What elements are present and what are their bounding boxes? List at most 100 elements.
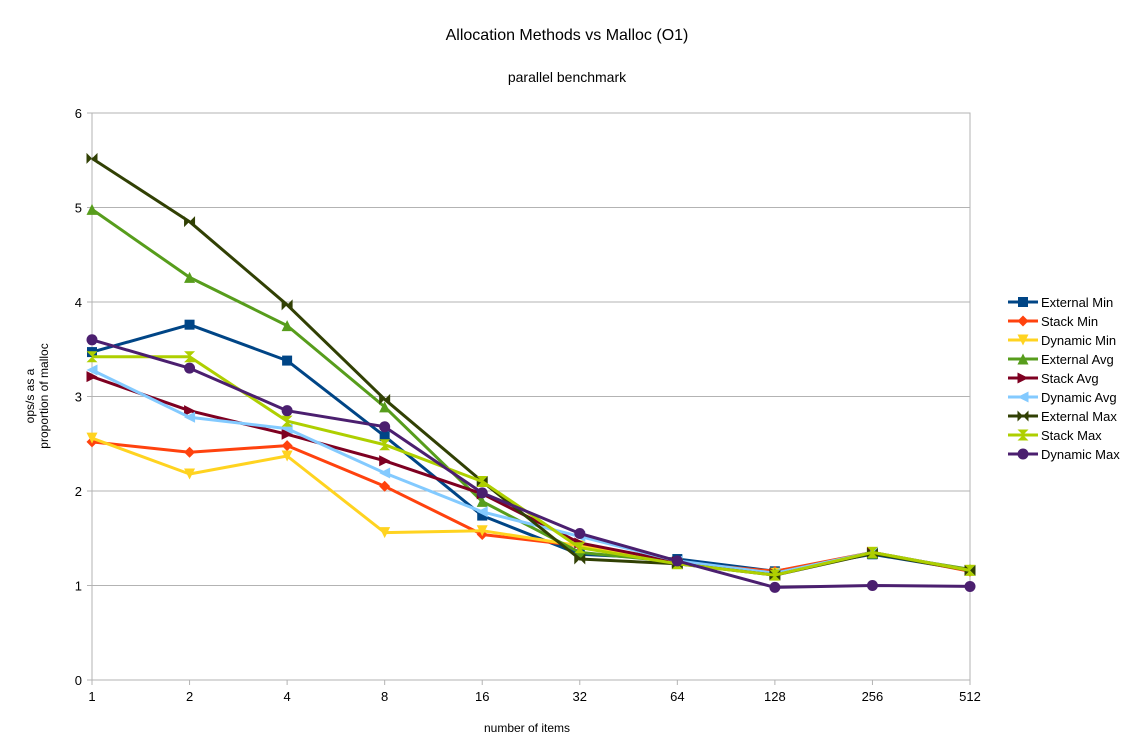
legend-item-dynamic-max: Dynamic Max [1008, 447, 1120, 462]
point-dynamic-max-8 [379, 421, 391, 433]
y-tick-label-2: 2 [75, 484, 82, 499]
x-tick-label-9: 512 [959, 689, 981, 704]
y-tick-label-1: 1 [75, 579, 82, 594]
point-dynamic-max-2 [184, 362, 196, 374]
point-dynamic-max-1 [86, 334, 98, 346]
point-dynamic-avg-2 [184, 411, 196, 423]
point-stack-max-512 [964, 564, 976, 576]
point-stack-max-1 [86, 351, 98, 363]
x-axis-title: number of items [484, 721, 570, 735]
point-external-avg-8 [379, 401, 391, 413]
point-external-min-2 [184, 319, 195, 330]
legend-item-stack-max: Stack Max [1008, 428, 1102, 443]
legend-label-stack-avg: Stack Avg [1041, 371, 1099, 386]
legend-label-external-avg: External Avg [1041, 352, 1114, 367]
point-external-avg-1 [86, 203, 98, 215]
point-stack-max-32 [574, 542, 586, 554]
point-dynamic-max-512 [964, 580, 976, 592]
legend-marker-dynamic-avg [1017, 391, 1029, 403]
legend: External Min Stack Min Dynamic Min External… [1008, 295, 1120, 462]
series-dynamic-max [86, 334, 976, 593]
legend-marker-external-max [1017, 410, 1029, 422]
chart-subtitle: parallel benchmark [508, 69, 627, 85]
legend-item-stack-avg: Stack Avg [1008, 371, 1099, 386]
point-dynamic-max-128 [769, 581, 781, 593]
point-external-max-8 [379, 393, 391, 405]
legend-item-external-max: External Max [1008, 409, 1117, 424]
x-tick-label-0: 1 [88, 689, 95, 704]
legend-marker-stack-avg [1017, 372, 1029, 384]
point-external-avg-2 [184, 271, 196, 283]
point-stack-max-4 [281, 415, 293, 427]
y-axis-title-line-2: proportion of malloc [37, 343, 51, 448]
point-stack-avg-2 [184, 405, 196, 417]
point-dynamic-avg-16 [476, 506, 488, 518]
y-tick-label-5: 5 [75, 201, 82, 216]
point-dynamic-min-1 [86, 432, 98, 444]
point-dynamic-avg-8 [379, 467, 391, 479]
point-external-avg-16 [476, 495, 488, 507]
point-external-min-8 [379, 431, 390, 442]
x-tick-label-2: 4 [283, 689, 290, 704]
point-dynamic-min-8 [379, 527, 391, 539]
point-dynamic-min-16 [476, 525, 488, 537]
point-dynamic-max-256 [866, 580, 878, 591]
y-tick-label-3: 3 [75, 390, 82, 405]
chart-title: Allocation Methods vs Malloc (O1) [446, 27, 689, 44]
point-dynamic-avg-1 [86, 364, 98, 376]
point-dynamic-max-16 [476, 487, 488, 499]
point-stack-min-4 [281, 440, 293, 452]
point-stack-avg-8 [379, 455, 391, 467]
legend-label-external-min: External Min [1041, 295, 1113, 310]
point-dynamic-max-4 [281, 405, 293, 417]
point-external-min-4 [282, 355, 293, 366]
legend-item-external-avg: External Avg [1008, 352, 1114, 367]
point-external-avg-4 [281, 320, 293, 332]
legend-item-external-min: External Min [1008, 295, 1113, 310]
point-external-max-4 [281, 299, 293, 311]
point-stack-min-8 [379, 480, 391, 492]
x-tick-label-5: 32 [573, 689, 587, 704]
legend-label-dynamic-avg: Dynamic Avg [1041, 390, 1117, 405]
point-dynamic-min-2 [184, 468, 196, 480]
y-axis-title-line-1: ops/s as a [23, 368, 37, 423]
legend-label-external-max: External Max [1041, 409, 1117, 424]
legend-label-stack-min: Stack Min [1041, 314, 1098, 329]
y-tick-label-6: 6 [75, 106, 82, 121]
x-axis-ticks: 1 2 4 8 16 32 64 128 256 512 [88, 680, 981, 704]
x-tick-label-4: 16 [475, 689, 489, 704]
point-stack-avg-1 [86, 371, 98, 383]
legend-label-dynamic-max: Dynamic Max [1041, 447, 1120, 462]
legend-marker-stack-max [1017, 429, 1029, 441]
legend-item-stack-min: Stack Min [1008, 314, 1098, 329]
point-stack-max-128 [769, 569, 781, 581]
point-stack-max-256 [866, 546, 878, 558]
y-axis-title: ops/s as a proportion of malloc [23, 343, 51, 448]
y-tick-label-4: 4 [75, 295, 82, 310]
legend-marker-stack-min [1017, 315, 1029, 327]
point-external-max-2 [184, 216, 196, 228]
legend-marker-external-avg [1017, 353, 1029, 365]
point-stack-max-16 [476, 476, 488, 488]
point-stack-avg-4 [281, 428, 293, 440]
legend-label-stack-max: Stack Max [1041, 428, 1102, 443]
point-dynamic-max-64 [671, 555, 683, 567]
legend-label-dynamic-min: Dynamic Min [1041, 333, 1116, 348]
point-external-max-1 [86, 152, 98, 164]
y-tick-label-0: 0 [75, 673, 82, 688]
point-stack-max-8 [379, 439, 391, 451]
legend-item-dynamic-avg: Dynamic Avg [1008, 390, 1117, 405]
series-line-dynamic-max [91, 338, 971, 589]
x-tick-label-1: 2 [186, 689, 193, 704]
legend-marker-external-min [1018, 297, 1028, 307]
x-tick-label-3: 8 [381, 689, 388, 704]
x-tick-label-8: 256 [862, 689, 884, 704]
y-axis-ticks: 0 1 2 3 4 5 6 [75, 106, 92, 688]
point-dynamic-max-32 [574, 528, 586, 540]
point-external-min-16 [477, 510, 488, 521]
legend-marker-dynamic-min [1017, 334, 1029, 346]
point-external-max-32 [574, 553, 586, 565]
series-group [86, 152, 976, 593]
point-stack-max-2 [184, 351, 196, 363]
